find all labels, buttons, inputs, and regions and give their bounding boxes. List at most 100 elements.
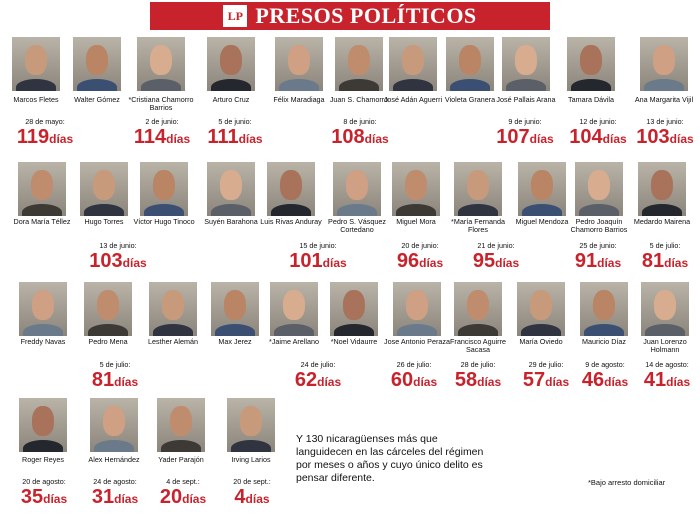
person-photo <box>270 282 318 336</box>
person-photo <box>517 282 565 336</box>
person-name: Max Jerez <box>218 337 252 346</box>
person-photo <box>567 37 615 91</box>
days-unit: días <box>419 256 444 270</box>
portrait-image <box>580 282 628 336</box>
portrait-shoulders <box>93 440 135 452</box>
portrait-image <box>275 37 323 91</box>
portrait-face <box>219 169 243 200</box>
portrait-face <box>342 289 366 320</box>
portrait-face <box>650 169 674 200</box>
person-photo <box>335 37 383 91</box>
portrait-image <box>18 162 66 216</box>
portrait-face <box>458 44 482 75</box>
portrait-image <box>19 398 67 452</box>
person-name: Juan Lorenzo Holmann <box>643 337 687 354</box>
arrest-date: 28 de mayo: <box>25 117 65 126</box>
days-unit: días <box>49 132 74 146</box>
days-count: 41días <box>631 370 700 392</box>
portrait-shoulders <box>76 79 118 91</box>
days-count: 103días <box>629 127 700 149</box>
portrait-image <box>518 162 566 216</box>
portrait-shoulders <box>521 204 563 216</box>
days-number: 119 <box>16 126 50 148</box>
days-number: 103 <box>636 126 670 148</box>
portrait-face <box>169 405 193 436</box>
days-unit: días <box>43 492 68 506</box>
portrait-shoulders <box>140 79 182 91</box>
portrait-image <box>207 37 255 91</box>
days-number: 91 <box>574 250 598 272</box>
portrait-image <box>389 37 437 91</box>
portrait-image <box>454 282 502 336</box>
portrait-face <box>345 169 369 200</box>
portrait-image <box>90 398 138 452</box>
days-count: 107días <box>489 127 561 149</box>
person-name: María Oviedo <box>519 337 563 346</box>
days-unit: días <box>602 132 627 146</box>
portrait-face <box>530 169 554 200</box>
portrait-face <box>85 44 109 75</box>
portrait-shoulders <box>210 79 252 91</box>
portrait-image <box>227 398 275 452</box>
days-unit: días <box>166 132 191 146</box>
portrait-shoulders <box>87 324 129 336</box>
person-photo <box>502 37 550 91</box>
arrest-date: 8 de junio: <box>343 117 377 126</box>
days-number: 108 <box>331 126 365 148</box>
portrait-face <box>92 169 116 200</box>
arrest-date: 21 de junio: <box>477 241 515 250</box>
portrait-shoulders <box>457 324 499 336</box>
arrest-date: 24 de julio: <box>300 360 336 369</box>
arrest-date: 5 de junio: <box>218 117 252 126</box>
portrait-image <box>517 282 565 336</box>
person-photo <box>207 37 255 91</box>
arrest-date: 13 de junio: <box>99 241 137 250</box>
days-number: 4 <box>234 486 246 508</box>
person-name: José Pallais Arana <box>496 95 556 104</box>
portrait-face <box>279 169 303 200</box>
portrait-image <box>446 37 494 91</box>
person-photo <box>638 162 686 216</box>
portrait-image <box>567 37 615 91</box>
portrait-image <box>640 37 688 91</box>
portrait-shoulders <box>83 204 125 216</box>
days-unit: días <box>245 492 270 506</box>
days-unit: días <box>238 132 263 146</box>
person-photo <box>641 282 689 336</box>
days-number: 62 <box>294 369 318 391</box>
portrait-shoulders <box>160 440 202 452</box>
portrait-face <box>149 44 173 75</box>
arrest-date: 28 de julio: <box>460 360 496 369</box>
person-photo <box>137 37 185 91</box>
portrait-shoulders <box>152 324 194 336</box>
arrest-date: 13 de junio: <box>646 117 684 126</box>
days-count: 60días <box>378 370 450 392</box>
person-name: Pedro Mena <box>88 337 128 346</box>
person-photo <box>333 162 381 216</box>
person-photo <box>640 37 688 91</box>
days-unit: días <box>322 256 347 270</box>
arrest-date: 25 de junio: <box>579 241 617 250</box>
days-unit: días <box>545 375 570 389</box>
person-name: Marcos Fletes <box>13 95 59 104</box>
person-photo <box>84 282 132 336</box>
portrait-face <box>219 44 243 75</box>
arrest-date: 9 de agosto: <box>585 360 625 369</box>
days-unit: días <box>604 375 629 389</box>
arrest-date: 14 de agosto: <box>645 360 689 369</box>
person-photo <box>207 162 255 216</box>
person-photo <box>149 282 197 336</box>
person-name: Dora María Téllez <box>13 217 71 226</box>
portrait-image <box>84 282 132 336</box>
portrait-face <box>404 169 428 200</box>
days-number: 107 <box>496 126 530 148</box>
portrait-shoulders <box>643 79 685 91</box>
days-unit: días <box>114 375 139 389</box>
portrait-face <box>152 169 176 200</box>
person-name: Víctor Hugo Tinoco <box>133 217 195 226</box>
person-photo <box>73 37 121 91</box>
person-photo <box>267 162 315 216</box>
portrait-image <box>137 37 185 91</box>
days-number: 57 <box>522 369 546 391</box>
person-photo <box>389 37 437 91</box>
